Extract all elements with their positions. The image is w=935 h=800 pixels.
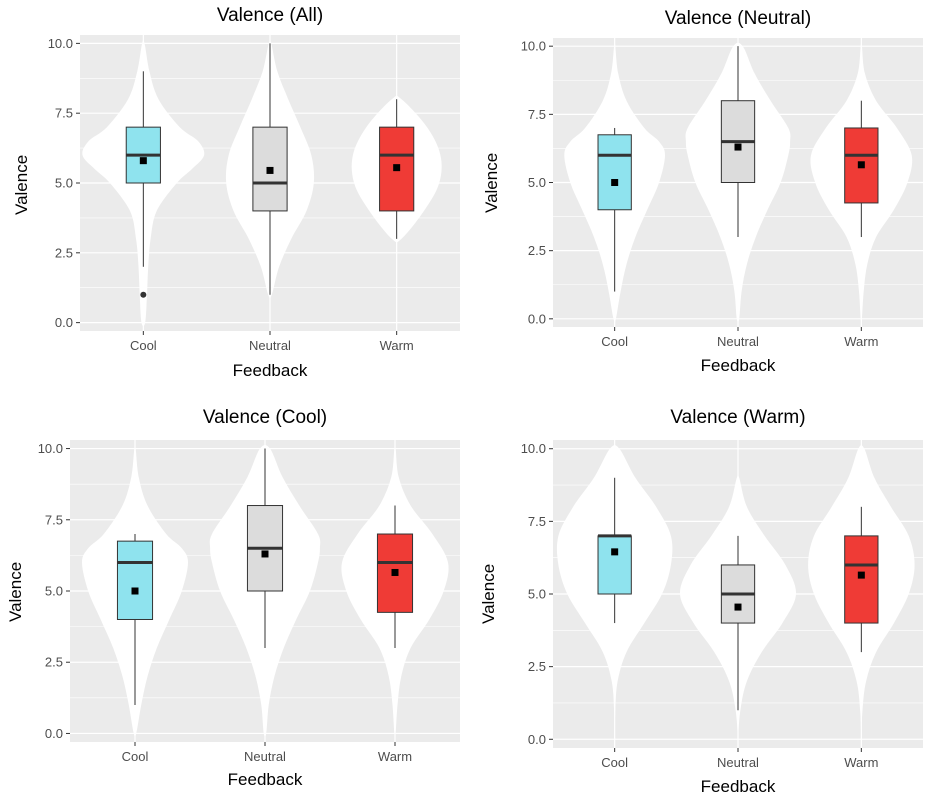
- box-warm: [844, 535, 879, 624]
- y-tick-label: 2.5: [528, 243, 546, 258]
- plot-area: 0.0 2.5 5.0 7.5 10.0 Cool Neutral Warm: [521, 38, 923, 349]
- y-tick-label: 5.0: [45, 584, 63, 599]
- y-tick-label: 0.0: [528, 311, 546, 326]
- x-axis-label: Feedback: [700, 777, 776, 796]
- y-tick-label: 7.5: [45, 512, 63, 527]
- y-tick-label: 7.5: [528, 107, 546, 122]
- x-tick-label: Neutral: [249, 338, 291, 353]
- mean-marker: [393, 164, 401, 172]
- x-tick-label: Warm: [380, 338, 414, 353]
- mean-marker: [391, 568, 399, 576]
- chart-title: Valence (Warm): [670, 407, 806, 428]
- chart-title: Valence (All): [216, 5, 324, 26]
- y-tick-label: 2.5: [55, 245, 73, 260]
- x-tick-label: Cool: [122, 749, 149, 764]
- y-tick-label: 10.0: [38, 441, 63, 456]
- mean-marker: [131, 587, 139, 595]
- y-tick-label: 7.5: [528, 514, 546, 529]
- mean-marker: [611, 179, 619, 186]
- mean-marker: [139, 157, 147, 165]
- box-cool: [597, 535, 632, 595]
- y-tick-label: 0.0: [55, 315, 73, 330]
- chart-panel-neutral: Valence (Neutral) Valence 0.0 2.5 5.0 7.5 10…: [468, 0, 935, 390]
- y-tick-label: 5.0: [528, 175, 546, 190]
- plot-area: 0.0 2.5 5.0 7.5 10.0 Cool Neutral Warm: [521, 440, 923, 770]
- mean-marker: [857, 571, 865, 579]
- x-tick-label: Neutral: [717, 334, 759, 349]
- mean-marker: [734, 143, 742, 151]
- mean-marker: [734, 603, 742, 611]
- plot-area: 0.0 2.5 5.0 7.5 10.0 Cool Neutral Warm: [38, 440, 460, 764]
- box-cool: [597, 134, 632, 211]
- outlier-point: [140, 291, 147, 298]
- chart-title: Valence (Neutral): [664, 8, 812, 29]
- mean-marker: [261, 550, 269, 558]
- x-tick-label: Cool: [130, 338, 157, 353]
- x-tick-label: Neutral: [244, 749, 286, 764]
- y-tick-label: 0.0: [528, 732, 546, 747]
- x-tick-label: Warm: [844, 755, 878, 770]
- x-tick-label: Warm: [844, 334, 878, 349]
- y-tick-label: 2.5: [528, 659, 546, 674]
- y-tick-label: 0.0: [45, 726, 63, 741]
- mean-marker: [857, 161, 865, 169]
- mean-marker: [611, 548, 619, 556]
- box-cool: [116, 540, 154, 620]
- plot-area: 0.0 2.5 5.0 7.5 10.0 Cool Neutral Warm: [48, 35, 460, 353]
- y-tick-label: 2.5: [45, 655, 63, 670]
- y-tick-label: 10.0: [521, 441, 546, 456]
- y-tick-label: 5.0: [55, 176, 73, 191]
- y-tick-label: 10.0: [521, 39, 546, 54]
- x-tick-label: Cool: [601, 755, 628, 770]
- x-axis-label: Feedback: [232, 361, 308, 380]
- chart-panel-all: Valence (All) Valence 0.0 2.5 5.0 7.5 10.0 Co…: [0, 0, 468, 390]
- x-axis-label: Feedback: [700, 356, 776, 375]
- y-tick-label: 7.5: [55, 106, 73, 121]
- x-tick-label: Warm: [378, 749, 412, 764]
- chart-title: Valence (Cool): [202, 407, 328, 428]
- mean-marker: [266, 166, 274, 174]
- y-tick-label: 10.0: [48, 36, 73, 51]
- chart-panel-warm: Valence (Warm) Valence 0.0 2.5 5.0 7.5 10.0 C…: [468, 400, 935, 800]
- x-tick-label: Neutral: [717, 755, 759, 770]
- y-tick-label: 5.0: [528, 587, 546, 602]
- chart-panel-cool: Valence (Cool) Valence 0.0 2.5 5.0 7.5 10.0 C…: [0, 400, 468, 800]
- x-tick-label: Cool: [601, 334, 628, 349]
- x-axis-label: Feedback: [227, 770, 303, 789]
